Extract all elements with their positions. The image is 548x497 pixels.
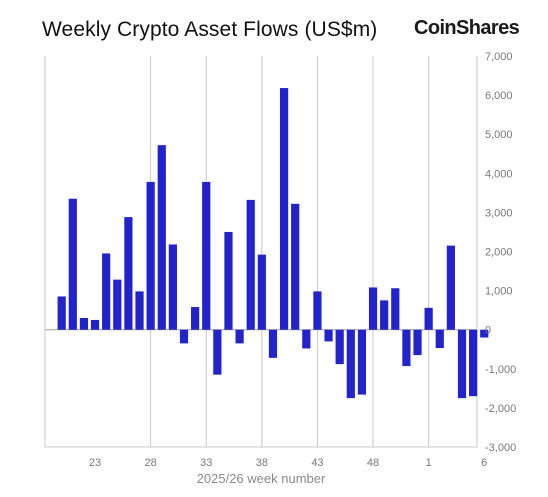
bar (335, 329, 344, 365)
x-axis-ticks: 23 28 33 38 43 48 1 6 (89, 457, 487, 469)
bar (202, 181, 211, 330)
bar (457, 329, 467, 399)
bar (480, 329, 489, 338)
x-tick-label: 6 (481, 457, 487, 469)
chart-title: Weekly Crypto Asset Flows (US$m) (42, 18, 378, 41)
bar (157, 145, 166, 330)
bar (268, 329, 278, 358)
y-tick-label: 0 (485, 325, 491, 337)
y-tick-label: -1,000 (485, 364, 516, 376)
bar (57, 296, 66, 330)
x-tick-label: 43 (311, 457, 323, 469)
y-axis-ticks: 7,000 6,000 5,000 4,000 3,000 2,000 1,000 0 -1,0… (485, 51, 516, 454)
y-tick-label: -2,000 (485, 403, 516, 415)
bar (279, 88, 289, 330)
x-tick-label: 1 (426, 457, 432, 469)
y-tick-label: 2,000 (485, 247, 513, 259)
bar (291, 203, 300, 330)
bar (413, 329, 422, 356)
bar (324, 329, 333, 342)
bar (79, 317, 89, 330)
bar (446, 245, 455, 330)
bar (224, 231, 233, 330)
bar (380, 300, 389, 330)
bar-series (57, 88, 489, 399)
bar (179, 329, 189, 344)
y-tick-label: 5,000 (485, 129, 513, 141)
y-tick-label: 1,000 (485, 286, 513, 298)
bar (391, 288, 400, 330)
grid-lines (44, 56, 478, 448)
bar (469, 329, 478, 397)
bar (435, 329, 444, 349)
bar (90, 319, 100, 330)
bar (68, 198, 77, 330)
x-tick-label: 28 (145, 457, 157, 469)
y-tick-label: -3,000 (485, 442, 516, 454)
bar (357, 329, 367, 395)
bar (135, 291, 144, 330)
x-tick-label: 33 (200, 457, 212, 469)
y-tick-label: 7,000 (485, 51, 513, 63)
x-axis-label: 2025/26 week number (197, 471, 326, 486)
bar (313, 291, 322, 330)
y-tick-label: 4,000 (485, 168, 513, 180)
bar (168, 244, 177, 330)
bar (302, 329, 311, 349)
bar (246, 199, 255, 330)
bar (424, 307, 433, 330)
x-tick-label: 48 (367, 457, 379, 469)
y-tick-label: 3,000 (485, 207, 513, 219)
bar (102, 253, 111, 330)
x-tick-label: 38 (256, 457, 268, 469)
bar (257, 254, 266, 330)
coinshares-logo: CoinShares (414, 17, 520, 39)
bar (402, 329, 411, 367)
bar (191, 307, 200, 330)
bar (213, 329, 222, 375)
bar (124, 217, 133, 330)
bar (368, 287, 378, 330)
x-tick-label: 23 (89, 457, 101, 469)
y-tick-label: 6,000 (485, 90, 513, 102)
bar (113, 279, 122, 330)
bar (346, 329, 355, 399)
bar (146, 181, 155, 330)
bar (235, 329, 244, 344)
